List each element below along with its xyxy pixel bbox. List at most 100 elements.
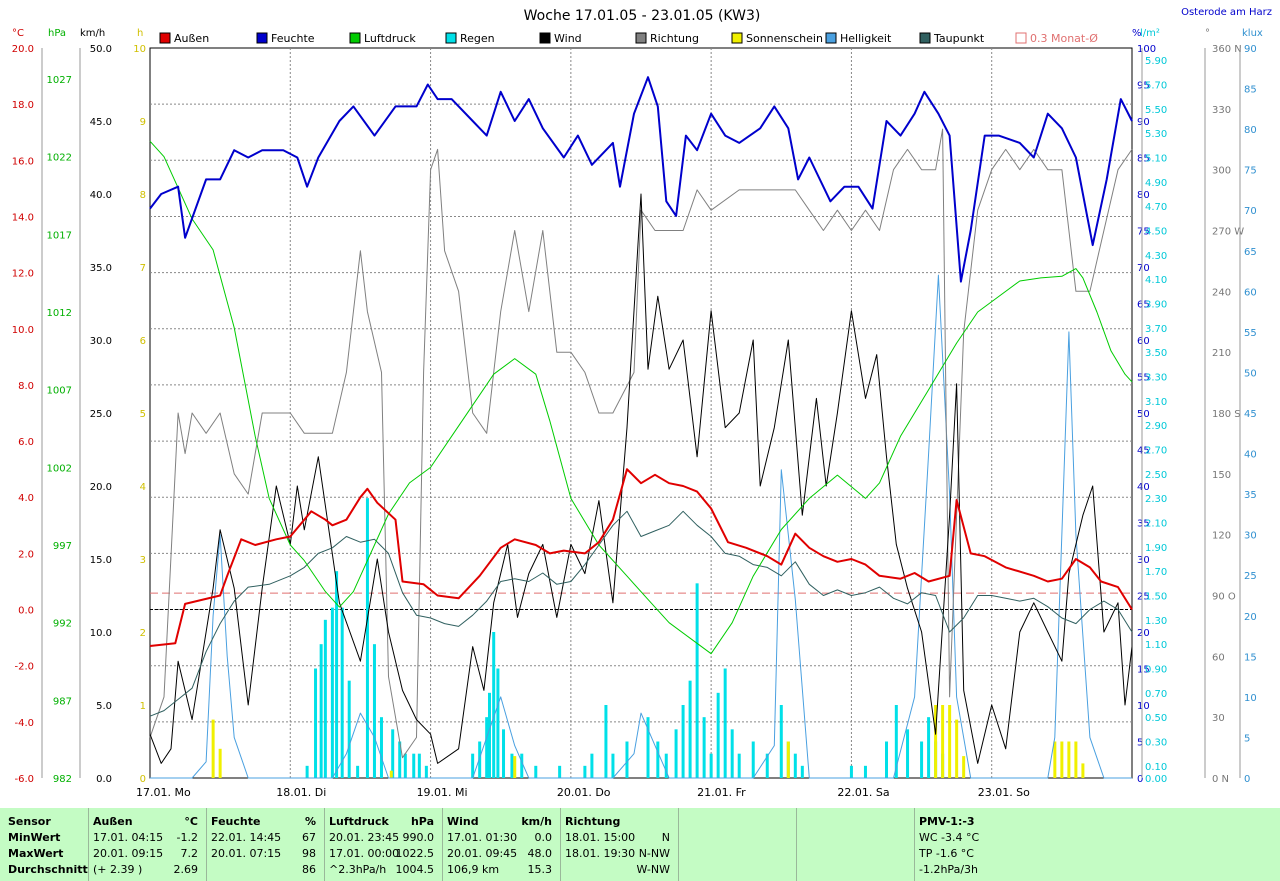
rain-bar (356, 765, 360, 778)
rain-tick-label: 1.50 (1145, 592, 1167, 603)
wind-tick-label: 0.0 (96, 774, 112, 785)
summary-col-pmv: PMV-1:-3 WC -3.4 °C TP -1.6 °C -1.2hPa/3… (914, 808, 1279, 881)
direction-tick-label: 300 (1212, 166, 1231, 177)
legend-swatch (256, 32, 268, 44)
rain-bar (688, 680, 692, 778)
legend-swatch (1015, 32, 1027, 44)
rain-tick-label: 4.70 (1145, 202, 1167, 213)
lux-tick-label: 65 (1244, 247, 1257, 258)
summary-col-empty-2 (796, 808, 915, 881)
temp-tick-label: 18.0 (12, 100, 34, 111)
temp-tick-label: 14.0 (12, 212, 34, 223)
rain-bar (674, 729, 678, 778)
temperature-line (149, 468, 1133, 647)
rain-bar (492, 632, 496, 778)
rain-tick-label: 5.30 (1145, 129, 1167, 140)
wind-tick-label: 50.0 (90, 44, 112, 55)
lux-tick-label: 70 (1244, 206, 1257, 217)
rain-bar (885, 741, 888, 778)
aussen-max-time: 20.01. 09:15 (93, 847, 164, 860)
legend-swatch (445, 32, 457, 44)
axis-unit-label: % (1132, 28, 1142, 39)
sunshine-bar (948, 705, 952, 778)
sun-tick-label: 1 (140, 701, 146, 712)
axis-unit-label: °C (12, 28, 24, 39)
wind-tick-label: 5.0 (96, 701, 112, 712)
rain-bar (737, 753, 741, 778)
brightness-line (150, 274, 1132, 779)
rain-tick-label: 5.70 (1145, 81, 1167, 92)
humidity-tick-label: 30 (1137, 555, 1150, 566)
axis-unit-label: ° (1205, 28, 1210, 39)
humidity-tick-label: 40 (1137, 482, 1150, 493)
temp-tick-label: 8.0 (18, 381, 34, 392)
sunshine-bar (1081, 763, 1085, 778)
location-label: Osterode am Harz (1181, 7, 1272, 18)
temp-tick-label: 0.0 (18, 606, 34, 617)
sunshine-bar (389, 770, 393, 778)
sunshine-bar (1067, 741, 1071, 778)
sunshine-bar (218, 748, 222, 778)
aussen-min-time: 17.01. 04:15 (93, 831, 164, 844)
rain-tick-label: 0.10 (1145, 762, 1167, 773)
rain-bar (625, 741, 629, 778)
temp-tick-label: 4.0 (18, 493, 34, 504)
rain-bar (927, 717, 931, 778)
humidity-tick-label: 60 (1137, 336, 1150, 347)
rain-bar (471, 753, 475, 778)
rain-bar (330, 607, 334, 778)
rain-tick-label: 0.90 (1145, 665, 1167, 676)
lux-tick-label: 40 (1244, 450, 1257, 461)
sunshine-bar (1074, 741, 1078, 778)
temp-tick-label: 6.0 (18, 437, 34, 448)
humidity-tick-label: 50 (1137, 409, 1150, 420)
pressure-tick-label: 1002 (47, 463, 72, 474)
legend-swatch (349, 32, 361, 44)
axis-unit-label: klux (1242, 28, 1263, 39)
sun-tick-label: 0 (140, 774, 146, 785)
sunshine-bar (513, 756, 517, 778)
sunshine-bar (211, 719, 215, 778)
summary-header-luftdruck: Luftdruck (329, 815, 389, 828)
summary-col-feuchte: Feuchte % 22.01. 14:45 67 20.01. 07:15 9… (206, 808, 325, 881)
rain-bar (323, 619, 327, 778)
summary-header-richtung: Richtung (565, 815, 621, 828)
pressure-line (149, 140, 1133, 655)
x-tick-label: 18.01. Di (276, 786, 326, 799)
summary-table: Sensor MinWert MaxWert Durchschnitt Auße… (0, 808, 1280, 881)
legend-label: Helligkeit (840, 32, 892, 45)
rain-bar (510, 753, 514, 778)
temp-tick-label: 20.0 (12, 44, 34, 55)
x-tick-label: 21.01. Fr (697, 786, 746, 799)
direction-tick-label: 330 (1212, 105, 1231, 116)
lux-tick-label: 10 (1244, 693, 1257, 704)
rain-tick-label: 1.10 (1145, 640, 1167, 651)
aussen-min-value: -1.2 (176, 831, 198, 844)
x-tick-label: 23.01. So (978, 786, 1030, 799)
rain-bar (398, 741, 402, 778)
rain-bar (502, 729, 506, 778)
direction-tick-label: 90 O (1212, 592, 1236, 603)
rain-bar (656, 741, 660, 778)
x-tick-label: 20.01. Do (557, 786, 611, 799)
sun-tick-label: 2 (140, 628, 146, 639)
humidity-tick-label: 70 (1137, 263, 1150, 274)
sun-tick-label: 10 (133, 44, 146, 55)
legend-label: Feuchte (271, 32, 315, 45)
lux-tick-label: 55 (1244, 328, 1257, 339)
rain-bar (412, 753, 416, 778)
humidity-tick-label: 20 (1137, 628, 1150, 639)
rain-tick-label: 2.90 (1145, 421, 1167, 432)
right-axes: 1009590858075706560555045403530252015105… (1137, 44, 1257, 785)
axis-unit-labels: °C hPa km/h h %l/m² ° klux (12, 28, 1263, 39)
pressure-tick-label: 1027 (47, 75, 72, 86)
druck-max-value: 1022.5 (395, 847, 435, 860)
rain-tick-label: 2.70 (1145, 446, 1167, 457)
sunshine-bar (962, 756, 966, 778)
rain-bar (723, 668, 727, 778)
feuchte-min-time: 22.01. 14:45 (211, 831, 282, 844)
sunshine-bar (934, 705, 938, 778)
summary-col-aussen: Außen °C 17.01. 04:15 -1.2 20.01. 09:15 … (88, 808, 207, 881)
rain-tick-label: 0.30 (1145, 738, 1167, 749)
lux-tick-label: 35 (1244, 490, 1257, 501)
